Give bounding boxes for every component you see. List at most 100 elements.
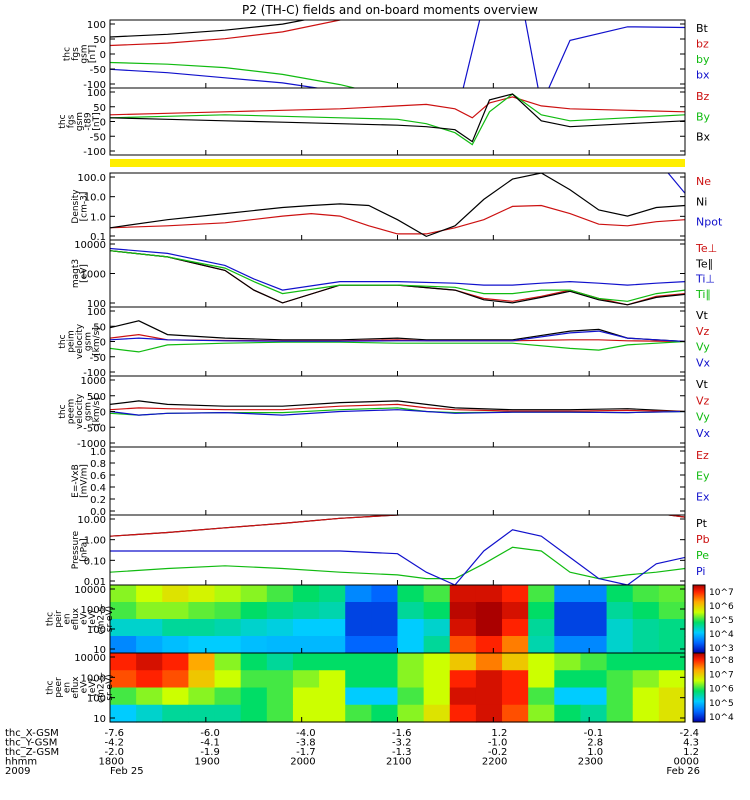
heatmap-cell [606,670,634,689]
series-line-Vt [110,320,685,343]
legend-entry: Ey [696,470,710,483]
heatmap-cell [475,602,503,620]
heatmap-cell [371,636,399,654]
heatmap-cell [188,585,216,603]
heatmap-cell [214,619,242,637]
heatmap-cell [319,585,346,603]
heatmap-cell [136,619,163,637]
legend-entry: Pb [696,533,710,546]
heatmap-cell [528,687,555,706]
footer-value: -1.9 [200,747,220,758]
series-line-Ni [110,173,685,238]
y-axis-label: cm2-s- [96,672,106,703]
y-tick-label: 100.0 [77,173,106,184]
y-tick-label: 1000 [81,605,106,616]
footer-value: -3.8 [296,738,316,749]
footer-value: -1.0 [488,738,508,749]
heatmap-cell [345,687,372,706]
y-tick-label: 0.0 [90,507,106,518]
y-tick-label: 0.10 [84,556,106,567]
heatmap-cell [345,653,372,671]
heatmap-cell [371,585,399,603]
heatmap-cell [240,670,268,689]
heatmap-cell [214,704,242,723]
y-axis-label: E=-VxB [71,464,81,498]
heatmap-cell [449,653,477,671]
heatmap-cell [397,687,425,706]
heatmap-cell [528,619,555,637]
y-axis-label: (eV/ [88,677,98,696]
y-tick-label: 50 [93,322,106,333]
heatmap-cell [397,670,425,689]
footer-value: -1.3 [392,747,412,758]
heatmap-cell [580,670,608,689]
y-tick-label: 10 [93,714,106,725]
y-tick-label: -50 [90,353,106,364]
heatmap-cell [554,602,582,620]
y-axis-label: gsm [84,402,94,421]
heatmap-cell [423,687,451,706]
x-tick-label: 2200 [482,757,507,768]
y-axis-label: fgs [67,114,77,128]
series-line-bx [110,20,685,88]
heatmap-cell [110,585,137,603]
footer-value: -1.7 [296,747,316,758]
heatmap-cell [528,670,555,689]
heatmap-cell [136,585,163,603]
heatmap-cell [658,636,686,654]
footer-value: -2.4 [679,728,699,739]
heatmap-cell [528,585,555,603]
legend-entry: Npot [696,216,723,229]
heatmap-cell [423,704,451,723]
heatmap-cell [188,687,216,706]
y-axis-label: magt3 [71,259,81,288]
legend-entry: Vy [696,341,710,354]
y-tick-label: 0.1 [90,232,106,243]
footer-value: -6.0 [200,728,220,739]
legend-entry: Pe [696,549,709,562]
panel-frame [109,375,686,448]
y-tick-label: 10000 [74,653,106,664]
heatmap-cell [449,619,477,637]
heatmap-cell [345,619,372,637]
y-tick-label: -50 [90,132,106,143]
heatmap-cell [214,670,242,689]
y-axis-label: eflux [71,676,81,699]
legend-entry: Vx [696,427,711,440]
y-axis-label: cm2-s- [96,604,106,635]
footer-row-label: hhmm [5,757,37,768]
legend-entry: Ez [696,449,709,462]
heatmap-cell [319,687,346,706]
legend-entry: Vz [696,394,710,407]
colorbar-gradient [692,652,706,723]
heatmap-cell [658,704,686,723]
footer-row-label: thc_Y-GSM [5,738,57,749]
heatmap-cell [162,602,190,620]
series-line-Pt [110,515,685,537]
panel-frame [109,239,686,308]
footer-value: -3.2 [392,738,412,749]
heatmap-cell [580,585,608,603]
heatmap-cell [162,687,190,706]
heatmap-cell [240,602,268,620]
footer-value: 1.2 [491,728,507,739]
x-tick-label: 2000 [290,757,315,768]
heatmap-cell [292,619,320,637]
heatmap-cell [528,636,555,654]
heatmap-cell [475,636,503,654]
heatmap-cell [266,670,294,689]
heatmap-cell [397,704,425,723]
heatmap-cell [423,670,451,689]
heatmap-cell [188,653,216,671]
y-tick-label: 50 [93,103,106,114]
date-end: Feb 26 [666,766,700,777]
y-axis-label: Density [71,189,81,224]
heatmap-cell [110,670,137,689]
y-axis-label: [km/s] [92,327,102,356]
y-tick-label: 100 [87,299,106,310]
heatmap-cell [632,619,660,637]
heatmap-cell [240,653,268,671]
heatmap-cell [214,602,242,620]
colorbar-tick: 10^3 [709,644,734,654]
